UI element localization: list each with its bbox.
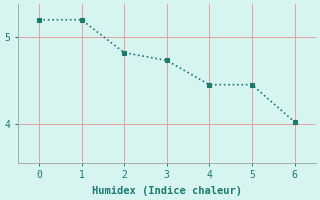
X-axis label: Humidex (Indice chaleur): Humidex (Indice chaleur) (92, 186, 242, 196)
